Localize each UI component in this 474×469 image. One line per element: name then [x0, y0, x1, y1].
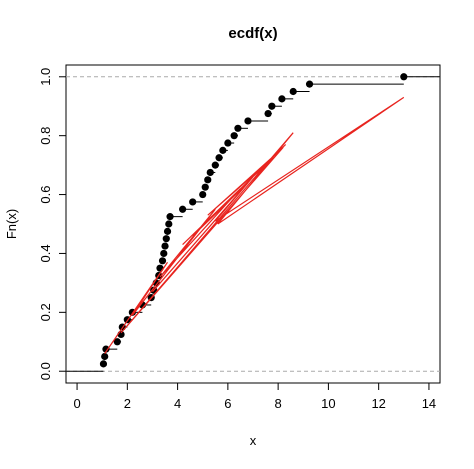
ecdf-point: [199, 190, 207, 199]
ecdf-point: [268, 102, 276, 110]
ecdf-point: [400, 73, 408, 81]
ecdf-point: [305, 80, 314, 88]
ecdf-point: [215, 154, 223, 162]
x-tick-label: 6: [224, 396, 231, 411]
ecdf-point: [163, 227, 172, 235]
y-tick-label: 0.8: [38, 127, 53, 145]
ecdf-point: [158, 257, 167, 265]
ecdf-point: [201, 183, 209, 191]
y-axis-label: Fn(x): [4, 209, 19, 239]
x-tick-label: 4: [174, 396, 181, 411]
ecdf-point: [166, 213, 174, 221]
ecdf-point: [160, 249, 168, 258]
x-tick-label: 14: [422, 396, 436, 411]
x-tick-label: 8: [275, 396, 282, 411]
y-tick-label: 0.2: [38, 303, 53, 321]
ecdf-point: [244, 117, 252, 125]
x-tick-label: 10: [321, 396, 335, 411]
y-tick-label: 0.6: [38, 186, 53, 204]
x-tick-label: 2: [124, 396, 131, 411]
ecdf-point: [162, 235, 170, 243]
y-tick-label: 1.0: [38, 68, 53, 86]
ecdf-point: [165, 220, 173, 228]
ecdf-point: [102, 345, 110, 353]
ecdf-point: [219, 146, 227, 154]
chart-title: ecdf(x): [228, 25, 277, 42]
fitted-line: [104, 96, 405, 354]
ecdf-point: [204, 176, 212, 184]
ecdf-point: [224, 139, 232, 147]
ecdf-point: [101, 352, 109, 361]
ecdf-point: [289, 87, 297, 96]
ecdf-point: [264, 109, 272, 118]
ecdf-point: [161, 242, 169, 250]
ecdf-point: [278, 95, 286, 103]
ecdf-point: [189, 198, 197, 206]
ecdf-point: [113, 338, 121, 346]
y-tick-label: 0.0: [38, 362, 53, 380]
x-axis-label: x: [250, 433, 257, 448]
x-tick-label: 12: [371, 396, 385, 411]
ecdf-point: [206, 168, 214, 177]
y-tick-label: 0.4: [38, 244, 53, 262]
ecdf-point: [234, 124, 242, 132]
ecdf-point: [99, 360, 108, 368]
ecdf-point: [230, 132, 238, 140]
ecdf-point: [179, 205, 187, 213]
ecdf-point: [211, 161, 219, 169]
x-tick-label: 0: [73, 396, 80, 411]
